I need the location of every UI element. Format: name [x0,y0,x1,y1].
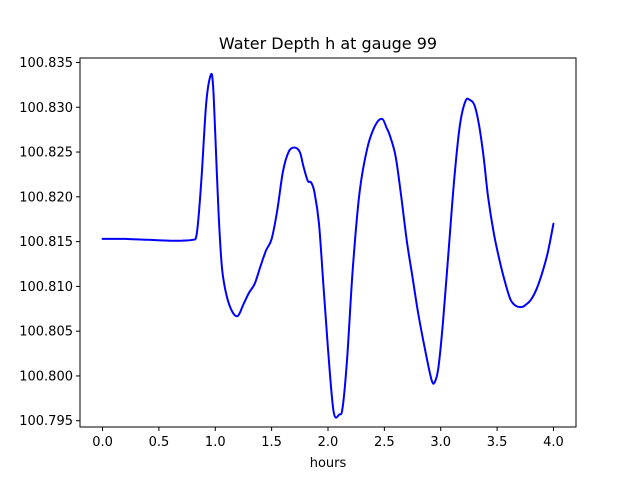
y-tick-label: 100.795 [19,414,73,429]
y-tick-label: 100.815 [19,235,73,250]
plot-frame [79,57,577,428]
series-layer [101,72,555,419]
x-axis-label: hours [310,456,347,471]
x-tick-label: 1.5 [261,435,282,450]
x-axis-ticks: 0.0 0.5 1.0 1.5 2.0 2.5 3.0 3.5 4.0 [92,427,564,450]
x-tick-label: 0.0 [92,435,113,450]
y-tick-label: 100.820 [19,190,73,205]
x-tick-label: 3.5 [487,435,508,450]
series-line-0 [101,72,555,419]
plot-area [79,57,577,428]
x-tick-label: 2.0 [318,435,339,450]
y-tick-label: 100.805 [19,325,73,340]
y-tick-label: 100.800 [19,369,73,384]
y-axis-ticks: 100.795 100.800 100.805 100.810 100.815 100.8… [19,56,80,429]
y-tick-label: 100.830 [19,101,73,116]
y-tick-label: 100.835 [19,56,73,71]
x-tick-label: 2.5 [374,435,395,450]
x-tick-label: 0.5 [149,435,170,450]
chart-title: Water Depth h at gauge 99 [219,34,437,53]
y-tick-label: 100.810 [19,280,73,295]
y-tick-label: 100.825 [19,146,73,161]
x-tick-label: 3.0 [430,435,451,450]
x-tick-label: 4.0 [543,435,564,450]
x-tick-label: 1.0 [205,435,226,450]
